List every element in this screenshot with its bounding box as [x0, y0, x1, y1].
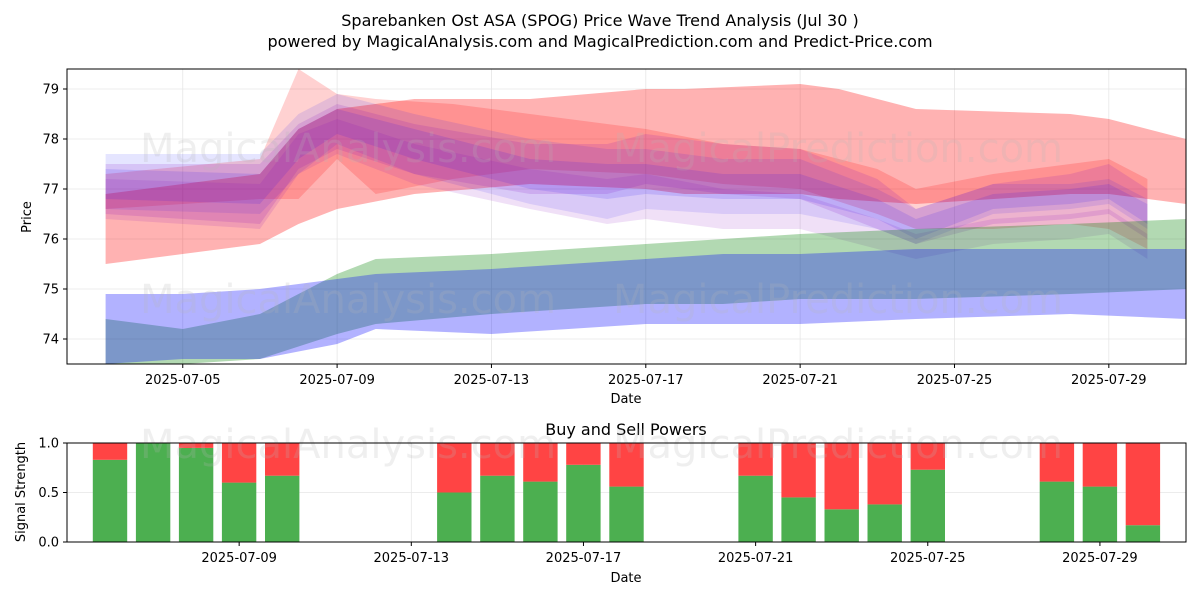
price-tick-label-y: 79: [42, 83, 59, 98]
signal-tick-label-x: 2025-07-21: [718, 551, 794, 566]
watermark-mid-right: MagicalPrediction.com: [613, 277, 1063, 323]
signal-tick-label-x: 2025-07-17: [546, 551, 622, 566]
sell-bar: [781, 443, 816, 498]
sell-bar: [867, 443, 902, 505]
buy-bar: [566, 464, 601, 542]
price-tick-label-y: 75: [42, 283, 59, 298]
sell-bar: [480, 443, 515, 476]
buy-bar: [824, 509, 859, 542]
signal-tick-label-x: 2025-07-25: [890, 551, 966, 566]
buy-bar: [178, 447, 214, 542]
price-ticks: 74 75 76 77 78 79 2025-07-05 2025-07-09 2025-07-…: [42, 83, 1146, 389]
watermark-mid-left: MagicalAnalysis.com: [140, 277, 556, 323]
signal-ticks: 0.0 0.5 1.0 2025-07-09 2025-07-13 2025-07-17 2…: [38, 437, 1137, 567]
sell-bar: [609, 443, 644, 487]
price-band-blue-band-2: [105, 109, 1148, 239]
sell-bar: [566, 443, 601, 465]
price-band-purple-band-1: [105, 104, 1148, 244]
watermark-bottom-left: MagicalAnalysis.com: [140, 422, 556, 468]
buy-bar: [92, 459, 128, 542]
price-tick-label-y: 77: [42, 183, 59, 198]
signal-tick-label-y: 1.0: [38, 437, 59, 452]
buy-bar: [437, 492, 472, 542]
sell-bar: [437, 443, 472, 493]
buy-bar: [738, 475, 773, 542]
price-tick-label-y: 74: [42, 333, 59, 348]
price-band-blue-lower-band: [105, 249, 1186, 364]
buy-bar: [609, 486, 644, 542]
sell-bar: [265, 443, 300, 476]
signal-tick-label-x: 2025-07-13: [374, 551, 450, 566]
watermark-bottom-right: MagicalPrediction.com: [613, 422, 1063, 468]
price-band-green-band: [105, 219, 1186, 364]
sell-bar: [92, 443, 128, 460]
watermark-top-left: MagicalAnalysis.com: [140, 126, 556, 172]
sell-bar: [1082, 443, 1118, 487]
price-tick-label-x: 2025-07-29: [1071, 373, 1147, 388]
price-tick-label-y: 76: [42, 233, 59, 248]
buy-bar: [265, 475, 300, 542]
signal-tick-label-x: 2025-07-09: [201, 551, 277, 566]
signal-panel: Buy and Sell Powers MagicalAnalysis.com …: [14, 420, 1187, 586]
price-band-blue-band-1: [105, 94, 1148, 244]
buy-bar: [135, 443, 171, 542]
price-tick-label-y: 78: [42, 133, 59, 148]
buy-bar: [781, 497, 816, 542]
sell-bar: [738, 443, 773, 476]
signal-panel-title: Buy and Sell Powers: [545, 420, 707, 439]
chart-title-line2: powered by MagicalAnalysis.com and Magic…: [267, 32, 932, 51]
buy-bar: [523, 481, 558, 542]
watermark-top-right: MagicalPrediction.com: [613, 126, 1063, 172]
buy-bar: [1125, 525, 1161, 542]
sell-bar: [1039, 443, 1075, 482]
signal-bars: [92, 443, 1161, 542]
price-tick-label-x: 2025-07-13: [454, 373, 530, 388]
price-bands: [105, 69, 1186, 364]
chart-title-line1: Sparebanken Ost ASA (SPOG) Price Wave Tr…: [341, 11, 858, 30]
price-axes-frame: [66, 68, 1187, 365]
buy-bar: [910, 469, 945, 542]
price-panel: MagicalAnalysis.com MagicalPrediction.co…: [20, 68, 1187, 407]
signal-tick-label-x: 2025-07-29: [1062, 551, 1138, 566]
sell-bar: [523, 443, 558, 482]
signal-tick-label-y: 0.0: [38, 536, 59, 551]
sell-bar: [824, 443, 859, 510]
sell-bar: [178, 443, 214, 448]
buy-bar: [1039, 481, 1075, 542]
sell-bar: [221, 443, 257, 483]
price-band-red-spike-band: [105, 69, 1148, 249]
signal-x-axis-label: Date: [610, 571, 641, 586]
signal-tick-label-y: 0.5: [38, 486, 59, 501]
sell-bar: [1125, 443, 1161, 526]
price-tick-label-x: 2025-07-25: [917, 373, 993, 388]
buy-bar: [221, 482, 257, 542]
price-band-red-wide-band: [105, 84, 1186, 264]
buy-bar: [1082, 486, 1118, 542]
price-tick-label-x: 2025-07-09: [299, 373, 375, 388]
price-tick-label-x: 2025-07-21: [762, 373, 838, 388]
price-grid: [67, 69, 1186, 364]
price-tick-label-x: 2025-07-17: [608, 373, 684, 388]
buy-bar: [867, 504, 902, 542]
sell-bar: [910, 443, 945, 470]
price-band-purple-band-2: [105, 119, 1148, 259]
buy-bar: [480, 475, 515, 542]
price-x-axis-label: Date: [610, 392, 641, 407]
price-tick-label-x: 2025-07-05: [145, 373, 221, 388]
signal-y-axis-label: Signal Strength: [14, 442, 29, 542]
price-y-axis-label: Price: [20, 201, 35, 233]
